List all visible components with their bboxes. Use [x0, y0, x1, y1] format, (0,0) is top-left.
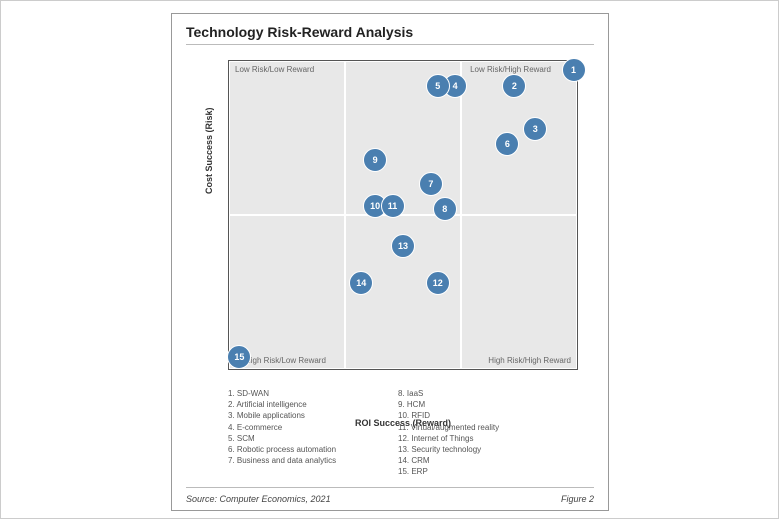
legend-item-11: 11. Virtual/augmented reality: [398, 422, 499, 433]
data-point-14: 14: [349, 271, 373, 295]
legend-column: 1. SD-WAN2. Artificial intelligence3. Mo…: [228, 388, 336, 466]
legend-item-1: 1. SD-WAN: [228, 388, 336, 399]
legend-column: 8. IaaS9. HCM10. RFID11. Virtual/augment…: [398, 388, 499, 478]
data-point-13: 13: [391, 234, 415, 258]
legend-item-3: 3. Mobile applications: [228, 410, 336, 421]
legend-item-7: 7. Business and data analytics: [228, 455, 336, 466]
data-point-5: 5: [426, 74, 450, 98]
legend-item-2: 2. Artificial intelligence: [228, 399, 336, 410]
grid-cell: [461, 215, 577, 369]
legend-item-6: 6. Robotic process automation: [228, 444, 336, 455]
page-frame: Technology Risk-Reward Analysis Cost Suc…: [0, 0, 779, 519]
quadrant-label-top-left: Low Risk/Low Reward: [235, 65, 314, 74]
figure-number: Figure 2: [561, 494, 594, 504]
data-point-7: 7: [419, 172, 443, 196]
title-divider: [186, 44, 594, 45]
data-point-8: 8: [433, 197, 457, 221]
legend: 1. SD-WAN2. Artificial intelligence3. Mo…: [228, 388, 588, 480]
figure-card: Technology Risk-Reward Analysis Cost Suc…: [171, 13, 609, 511]
quadrant-label-bottom-left: High Risk/Low Reward: [245, 356, 326, 365]
legend-item-14: 14. CRM: [398, 455, 499, 466]
data-point-11: 11: [381, 194, 405, 218]
data-point-2: 2: [502, 74, 526, 98]
footer-divider: [186, 487, 594, 488]
chart-title: Technology Risk-Reward Analysis: [186, 24, 413, 40]
grid-cell: [229, 215, 345, 369]
legend-item-8: 8. IaaS: [398, 388, 499, 399]
y-axis-label: Cost Success (Risk): [204, 107, 214, 194]
legend-item-5: 5. SCM: [228, 433, 336, 444]
grid-cell: [229, 61, 345, 215]
legend-item-12: 12. Internet of Things: [398, 433, 499, 444]
data-point-12: 12: [426, 271, 450, 295]
plot-wrap: Low Risk/Low Reward Low Risk/High Reward…: [228, 60, 578, 370]
quadrant-label-top-right: Low Risk/High Reward: [470, 65, 551, 74]
legend-item-13: 13. Security technology: [398, 444, 499, 455]
data-point-9: 9: [363, 148, 387, 172]
source-text: Source: Computer Economics, 2021: [186, 494, 331, 504]
plot-area: Low Risk/Low Reward Low Risk/High Reward…: [228, 60, 578, 370]
data-point-6: 6: [495, 132, 519, 156]
legend-item-4: 4. E-commerce: [228, 422, 336, 433]
quadrant-label-bottom-right: High Risk/High Reward: [488, 356, 571, 365]
data-point-15: 15: [227, 345, 251, 369]
data-point-1: 1: [562, 58, 586, 82]
data-point-3: 3: [523, 117, 547, 141]
legend-item-9: 9. HCM: [398, 399, 499, 410]
legend-item-15: 15. ERP: [398, 466, 499, 477]
legend-item-10: 10. RFID: [398, 410, 499, 421]
